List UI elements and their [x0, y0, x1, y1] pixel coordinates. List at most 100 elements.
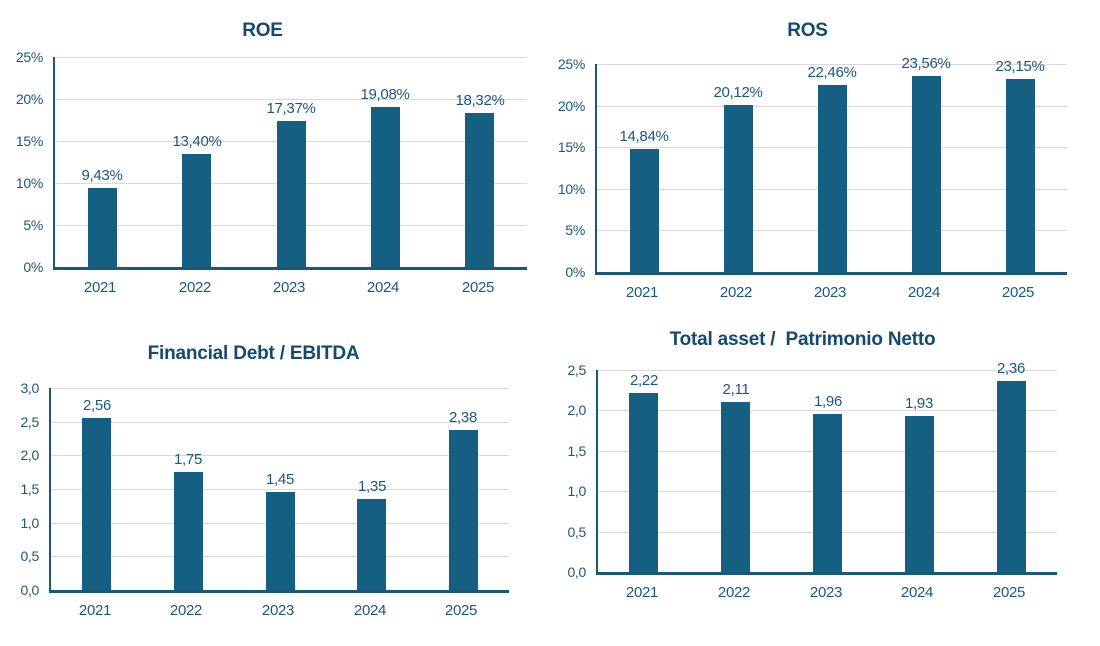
value-label: 2,36 — [997, 360, 1025, 377]
bar-2022 — [174, 472, 203, 590]
bar-2021 — [630, 149, 659, 272]
bar-2025 — [1006, 79, 1035, 272]
x-tick-label: 2021 — [625, 284, 659, 301]
value-label: 1,45 — [266, 471, 294, 488]
y-tick-label: 25% — [557, 56, 585, 72]
bar-2023 — [266, 492, 295, 590]
value-label: 2,56 — [83, 397, 111, 414]
x-tick-label: 2024 — [353, 602, 387, 619]
y-tick-label: 0,0 — [20, 582, 39, 598]
y-tick-label: 15% — [557, 139, 585, 155]
y-tick-label: 3,0 — [20, 380, 39, 396]
y-tick-label: 10% — [15, 175, 43, 191]
plot-area: 0,0 0,5 1,0 1,5 2,0 2,5 2,22 2,11 1,96 1,93 2,36 — [567, 360, 1057, 580]
gridline — [51, 388, 509, 389]
bar-2021 — [629, 393, 658, 572]
bar-2023 — [818, 85, 847, 272]
x-tick-label: 2024 — [900, 584, 934, 601]
value-label: 2,22 — [630, 372, 658, 389]
y-tick-label: 0% — [565, 264, 585, 280]
value-label: 20,12% — [713, 84, 763, 101]
gridline — [55, 99, 527, 100]
y-tick-label: 5% — [565, 222, 585, 238]
bar-2022 — [721, 402, 750, 572]
x-tick-label: 2024 — [366, 279, 400, 296]
y-tick-label: 1,0 — [567, 483, 586, 499]
value-label: 2,38 — [449, 409, 477, 426]
x-tick-label: 2023 — [272, 279, 306, 296]
chart-ros: ROS 0% 5% 10% 15% 20% 25% 14,84% 20,12% 22,46% 23,… — [550, 0, 1100, 320]
bar-2023 — [813, 414, 842, 572]
gridline — [598, 410, 1057, 411]
gridline — [597, 64, 1067, 65]
chart-title: Financial Debt / EBITDA — [147, 343, 360, 364]
bar-2024 — [371, 107, 400, 267]
bar-2024 — [905, 416, 934, 572]
x-tick-label: 2022 — [178, 279, 212, 296]
y-tick-label: 10% — [557, 181, 585, 197]
y-tick-label: 0,5 — [20, 548, 39, 564]
x-tick-label: 2022 — [169, 602, 203, 619]
plot-area: 0,0 0,5 1,0 1,5 2,0 2,5 3,0 2,56 1,75 1,45 1,35 2,3… — [20, 380, 509, 598]
x-tick-label: 2021 — [78, 602, 112, 619]
y-tick-label: 25% — [15, 49, 43, 65]
value-label: 17,37% — [266, 100, 316, 117]
bar-2021 — [88, 188, 117, 267]
bar-2023 — [277, 121, 306, 267]
chart-total-asset-patrimonio-netto: Total asset / Patrimonio Netto 0,0 0,5 1,0 1… — [550, 320, 1100, 646]
y-tick-label: 2,5 — [20, 414, 39, 430]
value-label: 23,56% — [901, 55, 951, 72]
x-tick-label: 2025 — [992, 584, 1026, 601]
y-tick-label: 0,0 — [567, 564, 586, 580]
y-tick-label: 1,5 — [20, 481, 39, 497]
gridline — [51, 455, 509, 456]
bar-2025 — [465, 113, 494, 267]
value-label: 9,43% — [81, 167, 123, 184]
chart-title: Total asset / Patrimonio Netto — [669, 329, 936, 350]
y-tick-label: 1,5 — [567, 443, 586, 459]
value-label: 19,08% — [360, 86, 410, 103]
y-tick-label: 0% — [23, 259, 43, 275]
bar-2022 — [724, 105, 753, 272]
bar-2024 — [912, 76, 941, 272]
x-tick-label: 2024 — [907, 284, 941, 301]
gridline — [51, 489, 509, 490]
gridline — [598, 370, 1057, 371]
y-tick-label: 2,0 — [20, 447, 39, 463]
bar-2024 — [357, 499, 386, 590]
x-tick-label: 2025 — [444, 602, 478, 619]
value-label: 18,32% — [455, 92, 505, 109]
value-label: 1,96 — [814, 393, 842, 410]
value-label: 1,35 — [358, 478, 386, 495]
value-label: 14,84% — [619, 128, 669, 145]
x-tick-label: 2023 — [813, 284, 847, 301]
chart-title: ROS — [787, 20, 828, 41]
y-tick-label: 20% — [557, 98, 585, 114]
bar-2025 — [449, 430, 478, 590]
bar-2021 — [82, 418, 111, 590]
bar-2022 — [182, 154, 211, 267]
bar-2025 — [997, 381, 1026, 572]
value-label: 22,46% — [807, 64, 857, 81]
chart-title: ROE — [242, 20, 283, 41]
chart-roe: ROE 0% 5% 10% 15% 20% 25% 9,43% 13,40% 17,37% 19,0… — [0, 0, 550, 320]
plot-area: 0% 5% 10% 15% 20% 25% 14,84% 20,12% 22,46% 23,56%… — [558, 55, 1067, 280]
y-tick-label: 15% — [15, 133, 43, 149]
plot-area: 0% 5% 10% 15% 20% 25% 9,43% 13,40% 17,37% 19,08% 1… — [16, 49, 527, 275]
x-tick-label: 2025 — [461, 279, 495, 296]
x-tick-label: 2021 — [625, 584, 659, 601]
y-tick-label: 5% — [23, 217, 43, 233]
y-tick-label: 1,0 — [20, 515, 39, 531]
gridline — [55, 57, 527, 58]
x-tick-label: 2023 — [261, 602, 295, 619]
y-tick-label: 0,5 — [567, 524, 586, 540]
chart-financial-debt-ebitda: Financial Debt / EBITDA 0,0 0,5 1,0 1,5 2,0 2,… — [0, 320, 550, 646]
value-label: 23,15% — [995, 58, 1045, 75]
x-tick-label: 2022 — [717, 584, 751, 601]
value-label: 1,75 — [174, 451, 202, 468]
value-label: 1,93 — [905, 395, 933, 412]
y-tick-label: 2,0 — [567, 402, 586, 418]
gridline — [51, 422, 509, 423]
